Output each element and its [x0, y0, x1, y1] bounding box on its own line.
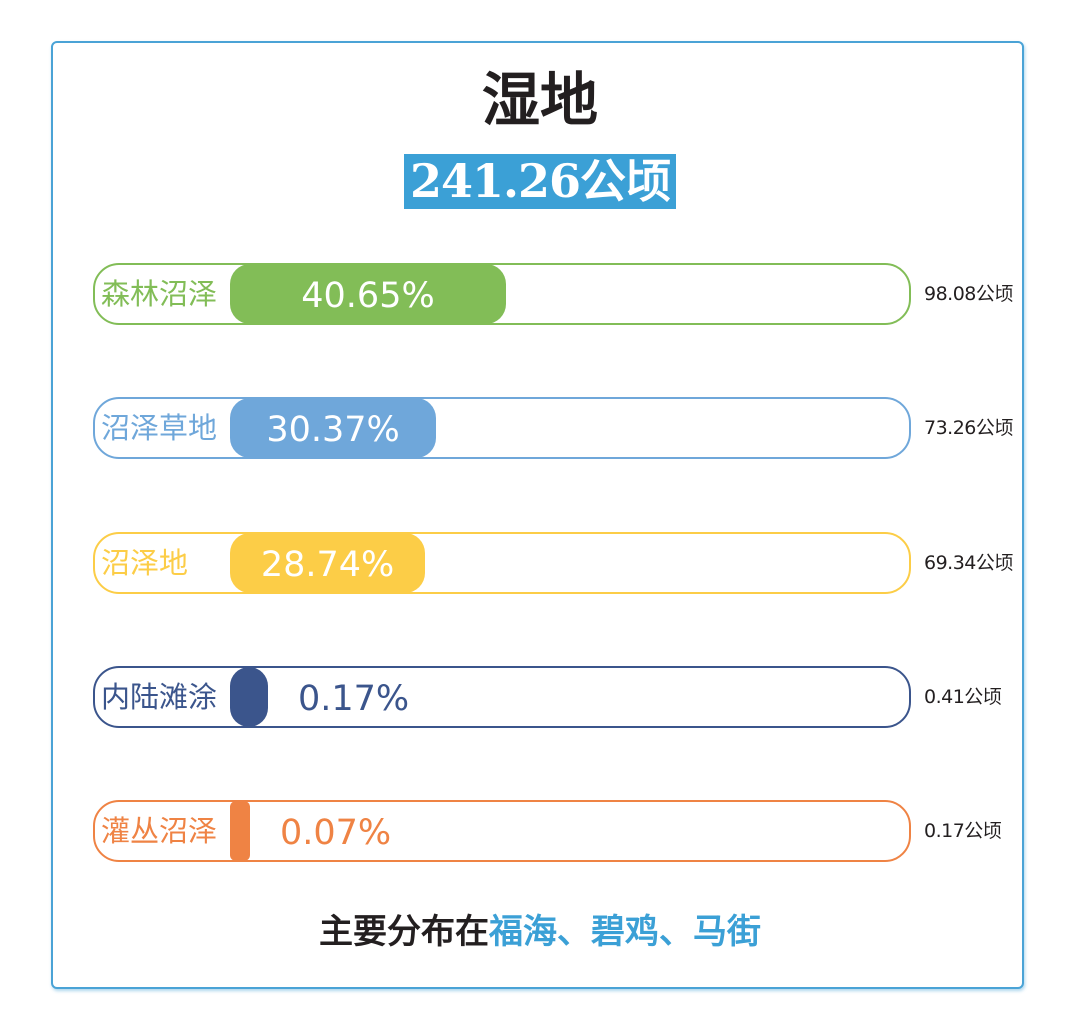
bar-category-label: 沼泽地 — [101, 546, 189, 580]
bar-track — [93, 532, 911, 594]
distribution-prefix: 主要分布在 — [319, 912, 489, 952]
bar-area-label: 98.08公顷 — [924, 283, 1013, 305]
bar-category-label: 内陆滩涂 — [101, 680, 218, 714]
total-area-badge: 241.26公顷 — [403, 154, 677, 209]
bar-percent-label: 0.07% — [280, 813, 392, 853]
bar-row: 森林沼泽 40.65% — [93, 263, 911, 325]
bar-percent-label: 0.17% — [298, 679, 410, 719]
bar-track — [93, 800, 911, 862]
bar-area-label: 0.17公顷 — [924, 820, 1002, 842]
bar-row: 灌丛沼泽 0.07% — [93, 800, 911, 862]
bar-track — [93, 397, 911, 459]
bar-fill — [230, 667, 268, 727]
bar-fill — [230, 801, 250, 861]
bar-row: 内陆滩涂 0.17% — [93, 666, 911, 728]
bar-fill — [230, 533, 426, 593]
bar-row: 沼泽地 28.74% — [93, 532, 911, 594]
bar-category-label: 沼泽草地 — [101, 411, 218, 445]
bar-percent-label: 28.74% — [260, 545, 395, 585]
bar-percent-label: 40.65% — [301, 276, 435, 316]
bar-category-label: 森林沼泽 — [101, 277, 218, 311]
total-area-wrap: 241.26公顷 — [0, 154, 1080, 209]
bar-fill — [230, 398, 437, 458]
bar-category-label: 灌丛沼泽 — [101, 814, 218, 848]
chart-title: 湿地 — [481, 66, 598, 134]
bar-area-label: 69.34公顷 — [924, 552, 1013, 574]
bar-area-label: 0.41公顷 — [924, 686, 1002, 708]
distribution-places: 福海、碧鸡、马街 — [489, 912, 761, 952]
bar-track — [93, 666, 911, 728]
bar-fill — [230, 264, 506, 324]
bar-row: 沼泽草地 30.37% — [93, 397, 911, 459]
bar-area-label: 73.26公顷 — [924, 417, 1013, 439]
distribution-note: 主要分布在福海、碧鸡、马街 — [0, 902, 1080, 962]
bar-percent-label: 30.37% — [266, 410, 400, 450]
